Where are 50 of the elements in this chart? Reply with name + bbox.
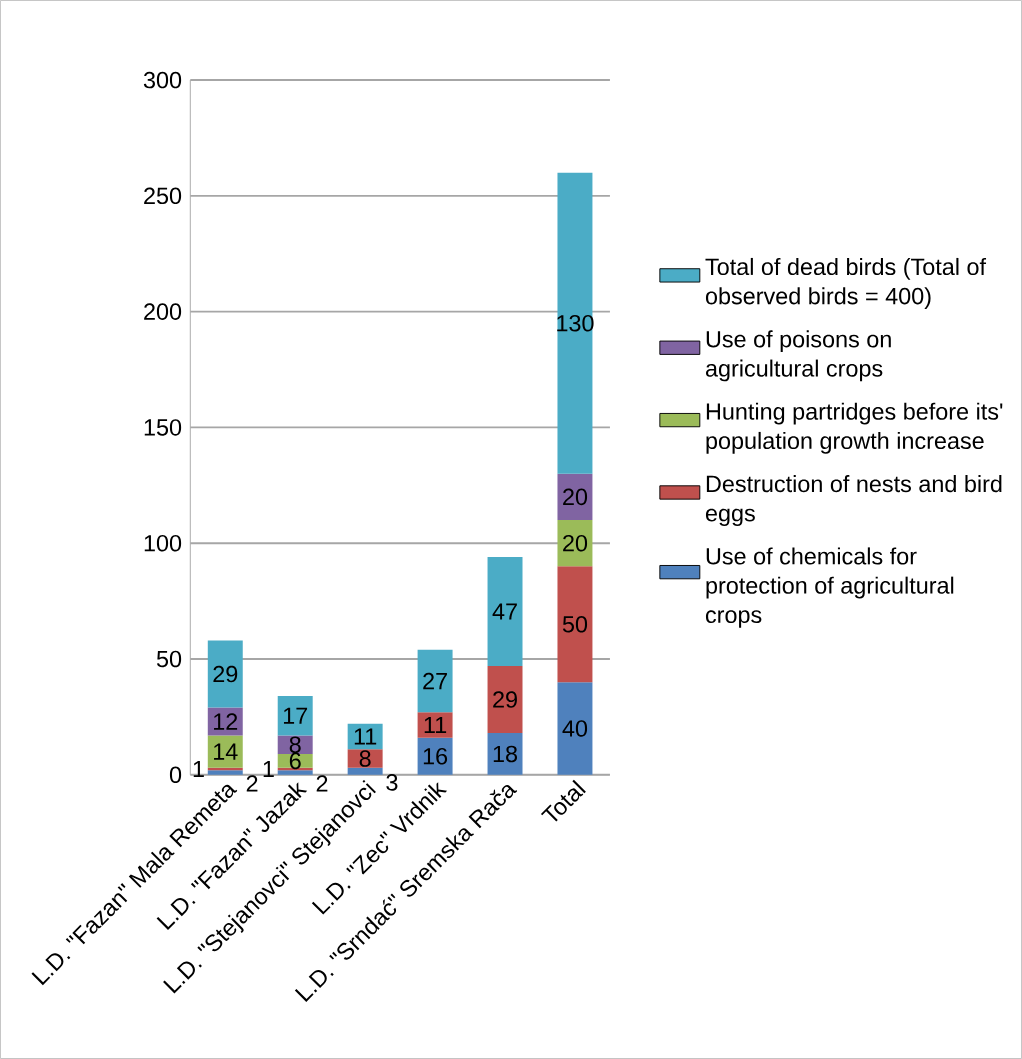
data-label: 2 (246, 775, 258, 792)
bar (277, 696, 313, 736)
data-label: 8 (359, 750, 371, 767)
data-label: 20 (563, 534, 588, 552)
y-tick-label: 200 (144, 303, 182, 320)
bar (487, 733, 523, 775)
bar (417, 649, 453, 713)
bar (557, 172, 593, 474)
bar (417, 712, 453, 738)
bar (207, 640, 243, 708)
data-label: 50 (562, 615, 588, 633)
data-label: 40 (562, 720, 588, 737)
data-label: 17 (283, 707, 308, 724)
data-label: 29 (493, 691, 517, 708)
bar (487, 557, 523, 666)
y-tick-label: 100 (144, 534, 182, 552)
bar (277, 770, 313, 775)
legend-label: Total of dead birds (Total of observed birds = 400) (705, 257, 987, 310)
bar (347, 767, 383, 775)
data-label: 16 (423, 747, 448, 765)
legend-label: Destruction of nests and bird eggs (705, 475, 1002, 527)
bar (557, 473, 593, 521)
data-label: 11 (424, 716, 447, 734)
data-label: 1 (263, 760, 274, 778)
y-tick-label: 150 (144, 419, 182, 436)
data-label: 29 (213, 665, 238, 683)
data-label: 12 (214, 713, 238, 730)
bar (557, 682, 593, 775)
y-tick-label: 250 (144, 187, 182, 205)
data-label: 27 (423, 672, 447, 690)
legend-label: Use of chemicals for protection of agricultural crops (705, 547, 954, 628)
legend-label: Hunting partridges before its' population growth increase (706, 402, 1003, 454)
data-label: 1 (193, 760, 204, 778)
data-label: 6 (289, 752, 301, 770)
bar (207, 735, 243, 768)
y-tick-label: 0 (169, 766, 182, 784)
data-label: 47 (492, 603, 517, 620)
y-tick-label: 50 (156, 650, 182, 668)
data-label: 14 (214, 743, 238, 760)
data-label: 11 (354, 728, 377, 745)
bar (557, 520, 593, 567)
data-label: 8 (289, 736, 301, 753)
data-label: 18 (493, 745, 518, 763)
bar (557, 566, 593, 683)
bar (487, 665, 523, 734)
data-label: 20 (563, 488, 588, 506)
y-tick-label: 300 (143, 71, 182, 89)
legend-label: Use of poisons on agricultural crops (705, 330, 891, 382)
bar (207, 770, 243, 775)
bar (417, 737, 453, 775)
